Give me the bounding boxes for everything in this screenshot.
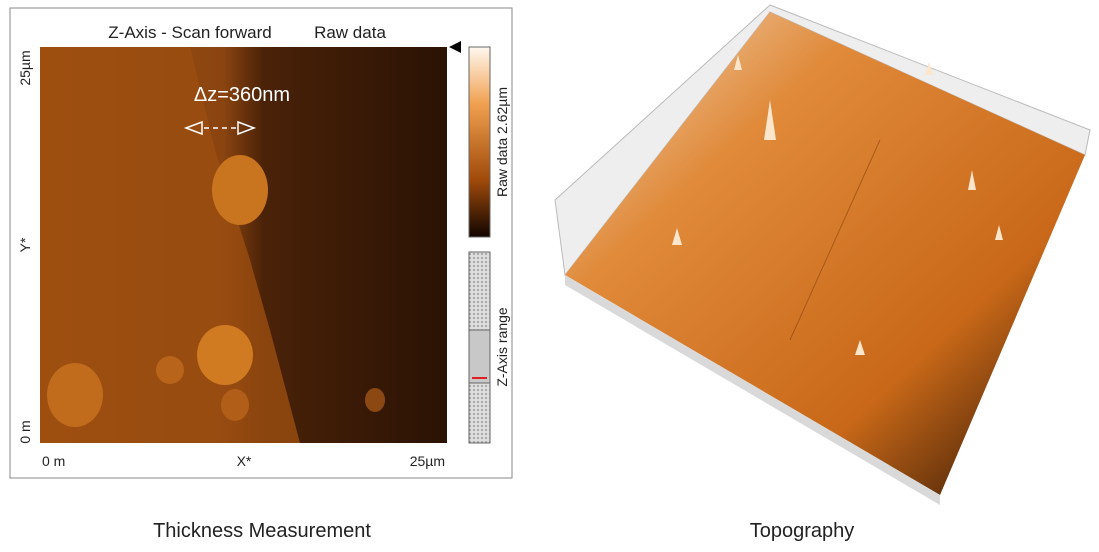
caption: Thickness Measurement	[153, 520, 371, 542]
afm-grain	[197, 325, 253, 385]
caption: Topography	[750, 520, 855, 542]
colorbar	[469, 47, 490, 237]
colorbar-label: Raw data 2.62µm	[494, 87, 510, 197]
page: Z-Axis - Scan forward Raw data Δz=360nm …	[0, 0, 1099, 552]
afm-grain	[221, 389, 249, 421]
panel-title: Z-Axis - Scan forward	[108, 23, 271, 42]
x-axis-left: 0 m	[42, 453, 65, 469]
x-axis-right: 25µm	[410, 453, 445, 469]
afm-grain	[365, 388, 385, 412]
range-window	[469, 330, 490, 383]
figure: Z-Axis - Scan forward Raw data Δz=360nm …	[0, 0, 1099, 547]
y-axis-bottom: 0 m	[17, 420, 33, 443]
y-axis-top: 25µm	[17, 50, 33, 85]
panel-subtitle: Raw data	[314, 23, 386, 42]
y-axis-label: Y*	[17, 237, 33, 252]
afm-grain	[212, 155, 268, 225]
topography-surface	[565, 12, 1085, 495]
annotation: Δz=360nm	[194, 84, 290, 106]
range-label: Z-Axis range	[494, 307, 510, 387]
x-axis-label: X*	[237, 453, 252, 469]
afm-grain	[47, 363, 103, 427]
afm-grain	[156, 356, 184, 384]
